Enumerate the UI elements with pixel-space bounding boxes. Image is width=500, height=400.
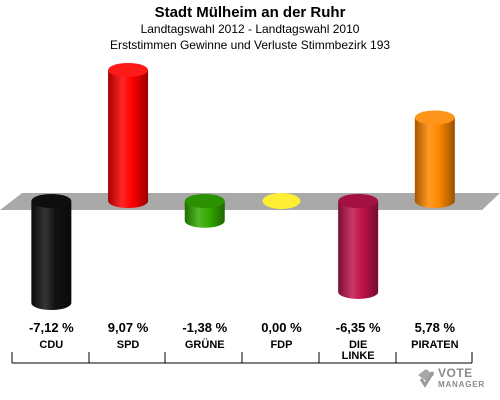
bar-cap xyxy=(414,110,455,125)
bar-body xyxy=(414,117,455,208)
logo-text: VOTE xyxy=(438,366,473,380)
vote-manager-logo: VOTE MANAGER xyxy=(416,364,494,394)
chart-title: Stadt Mülheim an der Ruhr xyxy=(154,4,346,21)
bar-cdu xyxy=(31,194,72,310)
category-label: CDU xyxy=(39,339,64,351)
value-label: -6,35 % xyxy=(335,320,381,335)
value-label: 5,78 % xyxy=(414,320,456,335)
bar-cap xyxy=(338,194,379,208)
bar-cap xyxy=(262,193,301,209)
bar-body xyxy=(338,201,379,299)
value-label: -7,12 % xyxy=(28,320,74,335)
bar-fdp xyxy=(262,193,301,209)
chart-subtitle-2: Erststimmen Gewinne und Verluste Stimmbe… xyxy=(109,38,391,52)
bar-body xyxy=(31,201,72,310)
bar-die-linke xyxy=(338,194,379,299)
category-label: PIRATEN xyxy=(411,339,459,351)
category-label: FDP xyxy=(270,339,293,351)
category-label: GRÜNE xyxy=(184,339,225,351)
bar-cap xyxy=(184,194,225,208)
chart-subtitle: Landtagswahl 2012 - Landtagswahl 2010 xyxy=(140,22,360,36)
value-label: 0,00 % xyxy=(261,320,302,335)
logo-subtext: MANAGER xyxy=(438,380,485,389)
bar-cap xyxy=(108,63,149,77)
bar-grüne xyxy=(184,194,225,228)
bar-spd xyxy=(108,63,149,208)
value-label: -1,38 % xyxy=(182,320,228,335)
value-label: 9,07 % xyxy=(107,320,149,335)
bar-body xyxy=(184,201,225,228)
category-label: SPD xyxy=(116,339,140,351)
ballot-check-icon xyxy=(418,369,435,388)
bar-cap xyxy=(31,194,72,208)
bar-body xyxy=(108,70,149,208)
bar-piraten xyxy=(414,110,455,208)
category-label: DIE LINKE xyxy=(341,339,375,362)
